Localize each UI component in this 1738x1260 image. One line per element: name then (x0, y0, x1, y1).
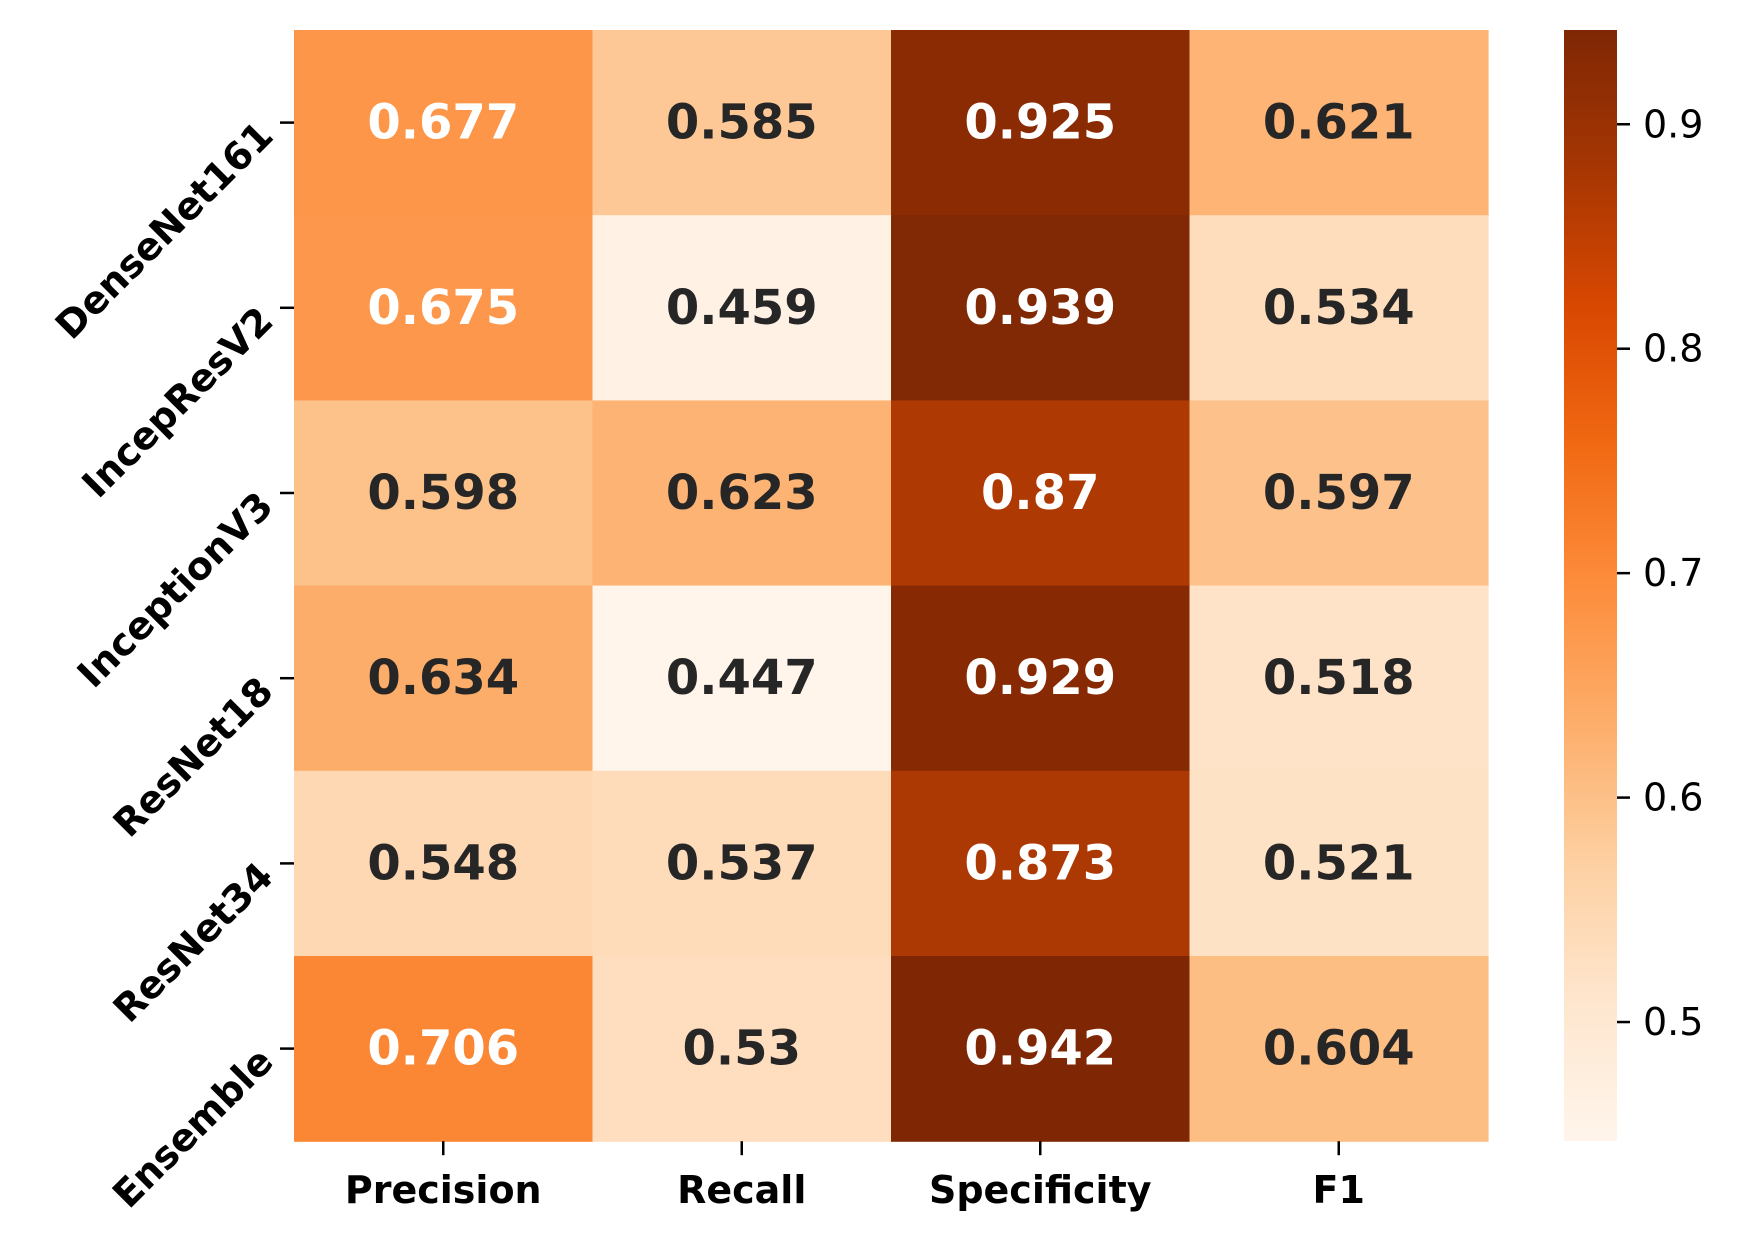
heatmap-cell-ensemble-precision (294, 956, 594, 1142)
colorbar-tick-label-0: 0.5 (1643, 1000, 1703, 1044)
heatmap-cell-labels: 0.677 0.585 0.925 0.621 0.675 0.459 0.939 0.534… (367, 95, 1414, 1077)
cell-value-ensemble-specificity: 0.942 (964, 1021, 1116, 1077)
colorbar-tick-label-2: 0.7 (1643, 551, 1703, 595)
cell-value-densenet161-recall: 0.585 (666, 95, 818, 151)
heatmap-cell-resnet34-f1 (1189, 770, 1489, 957)
heatmap-cell-resnet18-precision (294, 585, 594, 772)
y-tick-label-resnet18: ResNet18 (105, 669, 282, 846)
heatmap-cell-resnet34-precision (294, 770, 594, 957)
heatmap-cell-resnet18-specificity (891, 585, 1191, 772)
y-tick-label-incepresv2: IncepResV2 (74, 298, 282, 506)
heatmap-cell-densenet161-precision (294, 30, 594, 216)
colorbar-gradient (1564, 30, 1617, 1141)
heatmap-cell-resnet34-specificity (891, 770, 1191, 957)
y-tick-label-inceptionv3: InceptionV3 (69, 483, 282, 696)
cell-value-densenet161-specificity: 0.925 (964, 95, 1116, 151)
cell-value-resnet18-recall: 0.447 (666, 650, 818, 706)
colorbar-tick-label-1: 0.6 (1643, 776, 1703, 820)
cell-value-resnet18-precision: 0.634 (367, 650, 519, 706)
x-tick-label-precision: Precision (345, 1168, 542, 1212)
cell-value-inceptionv3-precision: 0.598 (367, 465, 519, 521)
heatmap-cell-incepresv2-precision (294, 215, 594, 401)
heatmap-cell-ensemble-specificity (891, 956, 1191, 1142)
heatmap-cell-densenet161-specificity (891, 30, 1191, 216)
heatmap-cell-ensemble-recall (592, 956, 892, 1142)
colorbar-tick-label-3: 0.8 (1643, 327, 1703, 371)
cell-value-incepresv2-recall: 0.459 (666, 280, 818, 336)
heatmap-cell-resnet18-recall (592, 585, 892, 772)
cell-value-ensemble-precision: 0.706 (367, 1021, 519, 1077)
cell-value-inceptionv3-specificity: 0.87 (981, 465, 1099, 521)
heatmap-cell-resnet18-f1 (1189, 585, 1489, 772)
heatmap-cell-incepresv2-f1 (1189, 215, 1489, 401)
heatmap-cell-resnet34-recall (592, 770, 892, 957)
x-tick-label-f1: F1 (1313, 1168, 1365, 1212)
x-axis: Precision Recall Specificity F1 (345, 1141, 1365, 1212)
cell-value-resnet34-specificity: 0.873 (964, 835, 1116, 891)
heatmap-cell-inceptionv3-precision (294, 400, 594, 587)
cell-value-incepresv2-f1: 0.534 (1263, 280, 1415, 336)
heatmap-cell-inceptionv3-recall (592, 400, 892, 587)
heatmap-cell-incepresv2-recall (592, 215, 892, 401)
x-tick-label-recall: Recall (677, 1168, 806, 1212)
x-tick-label-specificity: Specificity (929, 1168, 1152, 1212)
heatmap-cell-ensemble-f1 (1189, 956, 1489, 1142)
cell-value-resnet18-specificity: 0.929 (964, 650, 1116, 706)
colorbar: 0.5 0.6 0.7 0.8 0.9 (1564, 30, 1703, 1141)
cell-value-densenet161-precision: 0.677 (367, 95, 519, 151)
heatmap-cell-incepresv2-specificity (891, 215, 1191, 401)
cell-value-ensemble-f1: 0.604 (1263, 1021, 1415, 1077)
y-tick-label-ensemble: Ensemble (104, 1039, 281, 1216)
heatmap-cell-inceptionv3-f1 (1189, 400, 1489, 587)
heatmap-cells (294, 30, 1489, 1142)
heatmap-cell-densenet161-f1 (1189, 30, 1489, 216)
cell-value-inceptionv3-f1: 0.597 (1263, 465, 1415, 521)
cell-value-incepresv2-precision: 0.675 (367, 280, 519, 336)
cell-value-resnet34-precision: 0.548 (367, 835, 519, 891)
heatmap-cell-inceptionv3-specificity (891, 400, 1191, 587)
cell-value-ensemble-recall: 0.53 (683, 1021, 801, 1077)
cell-value-inceptionv3-recall: 0.623 (666, 465, 818, 521)
cell-value-densenet161-f1: 0.621 (1263, 95, 1415, 151)
colorbar-tick-label-4: 0.9 (1643, 102, 1703, 146)
cell-value-resnet34-f1: 0.521 (1263, 835, 1415, 891)
cell-value-resnet18-f1: 0.518 (1263, 650, 1415, 706)
heatmap-cell-densenet161-recall (592, 30, 892, 216)
cell-value-resnet34-recall: 0.537 (666, 835, 818, 891)
y-tick-label-resnet34: ResNet34 (105, 854, 282, 1031)
y-axis: DenseNet161IncepResV2InceptionV3ResNet18… (47, 113, 294, 1217)
cell-value-incepresv2-specificity: 0.939 (964, 280, 1116, 336)
